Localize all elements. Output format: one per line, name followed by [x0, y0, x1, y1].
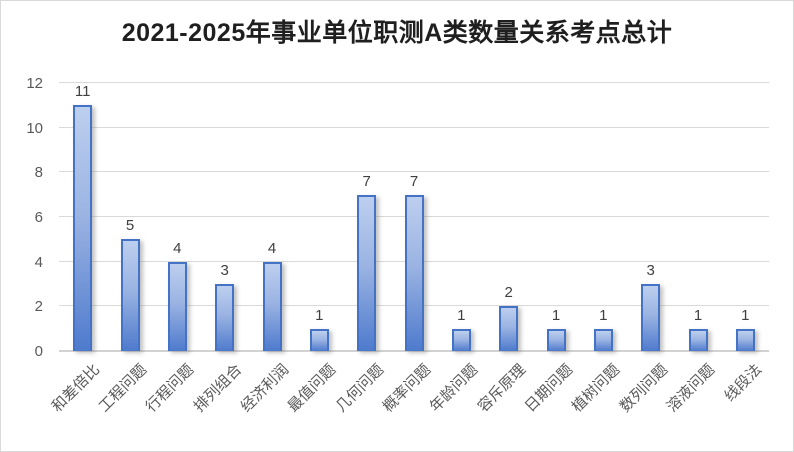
bar-1: [73, 105, 93, 351]
y-tick-label: 10: [26, 119, 43, 137]
data-label-8: 7: [409, 172, 419, 190]
gridline: [59, 82, 769, 83]
bar-2: [120, 239, 140, 351]
y-tick-label: 6: [34, 209, 43, 226]
y-axis: 0 2 4 6 8 10 12: [1, 75, 49, 360]
data-label-15: 1: [741, 306, 750, 324]
x-axis-line: [59, 350, 769, 352]
bar-6: [309, 328, 329, 351]
bar-12: [593, 328, 613, 351]
bar-4: [215, 284, 235, 351]
y-tick-label: 2: [34, 298, 43, 316]
data-label-2: 5: [125, 217, 135, 235]
gridline: [59, 171, 769, 173]
data-label-10: 2: [504, 284, 513, 302]
bar-11: [546, 328, 566, 351]
y-tick-label: 8: [34, 164, 43, 182]
data-label-3: 4: [173, 239, 182, 257]
bar-9: [451, 328, 471, 351]
bar-15: [735, 328, 755, 351]
data-label-4: 3: [220, 262, 229, 279]
y-tick-label: 0: [34, 343, 43, 360]
x-axis-labels: 和差倍比 工程问题 行程问题 排列组合 经济利润 最值问题 几何问题 概率问题 年龄问题 容斥原理…: [48, 353, 769, 451]
bar-7: [357, 194, 377, 351]
bar-10: [499, 306, 519, 351]
y-tick-label: 12: [26, 75, 43, 92]
bar-3: [167, 261, 187, 351]
data-label-5: 4: [267, 239, 277, 257]
data-label-7: 7: [362, 172, 371, 190]
bar-8: [404, 194, 424, 351]
data-label-11: 1: [551, 306, 561, 324]
bar-14: [688, 328, 708, 351]
bar-13: [641, 284, 661, 351]
y-tick-label: 4: [34, 253, 43, 271]
data-label-14: 1: [693, 306, 703, 324]
data-label-9: 1: [457, 306, 466, 324]
data-label-6: 1: [315, 306, 324, 324]
data-label-12: 1: [599, 306, 608, 324]
data-label-1: 11: [74, 83, 91, 101]
bar-5: [262, 261, 282, 351]
chart-title: 2021-2025年事业单位职测A类数量关系考点总计: [121, 19, 673, 47]
gridline: [59, 126, 769, 128]
plot-area: 11 5 4 3 4 1 7 7 1 2 1 1 3 1 1: [59, 82, 769, 352]
data-label-13: 3: [646, 262, 655, 279]
